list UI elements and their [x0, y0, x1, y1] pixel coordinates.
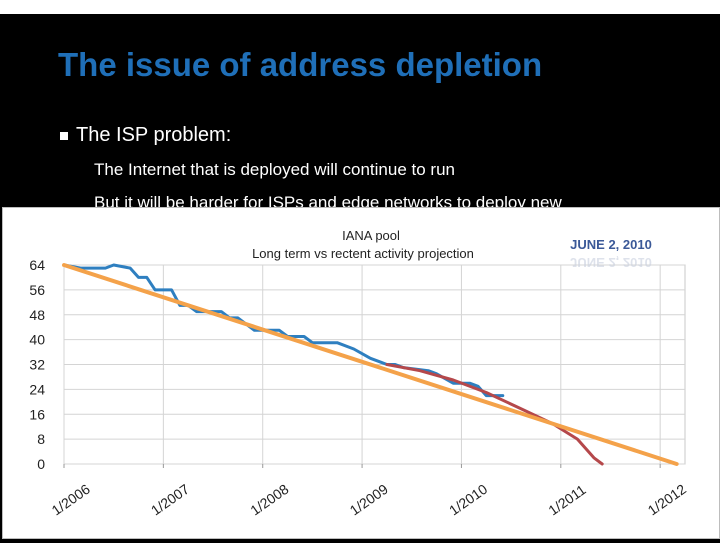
- x-tick-label: 1/2012: [645, 481, 689, 519]
- x-tick-label: 1/2009: [347, 481, 391, 519]
- series-layer: [62, 263, 679, 466]
- y-tick-label: 40: [29, 332, 45, 348]
- y-tick-label: 64: [29, 257, 45, 273]
- bullet-item: The ISP problem:: [60, 124, 231, 147]
- x-tick-label: 1/2007: [148, 481, 192, 519]
- slide-title: The issue of address depletion: [58, 46, 543, 83]
- bullet-text: The ISP problem:: [76, 124, 232, 146]
- x-tick-label: 1/2010: [446, 481, 490, 519]
- date-annotation: JUNE 2, 2010: [570, 237, 652, 252]
- y-tick-label: 32: [29, 357, 45, 373]
- y-tick-label: 48: [29, 307, 45, 323]
- sub-bullet-1: The Internet that is deployed will conti…: [94, 160, 455, 179]
- y-tick-label: 56: [29, 282, 45, 298]
- y-tick-label: 16: [29, 406, 45, 422]
- x-tick-label: 1/2011: [545, 481, 589, 518]
- y-tick-label: 24: [29, 381, 45, 397]
- chart-subtitle: Long term vs rectent activity projection: [252, 246, 474, 261]
- long-term-projection-line: [62, 263, 679, 466]
- iana-pool-chart: 0 8 16 24 32 40 48 56 64 1/2006 1/2007 1/2008 1/2009…: [29, 228, 689, 518]
- axis-layer: 0 8 16 24 32 40 48 56 64 1/2006 1/2007 1/2008 1/2009…: [29, 257, 689, 518]
- y-tick-label: 0: [37, 456, 45, 472]
- top-strip: [0, 0, 720, 14]
- square-bullet-icon: [60, 131, 68, 140]
- chart-title: IANA pool: [342, 228, 400, 243]
- chart-container: 0 8 16 24 32 40 48 56 64 1/2006 1/2007 1/2008 1/2009…: [2, 207, 720, 539]
- recent-activity-projection-line: [385, 363, 604, 466]
- actual-pool-line: [62, 263, 505, 398]
- x-tick-label: 1/2006: [49, 481, 93, 519]
- annotation-reflection: JUNE 2, 2010: [570, 255, 652, 270]
- y-tick-label: 8: [37, 431, 45, 447]
- x-tick-label: 1/2008: [247, 481, 291, 519]
